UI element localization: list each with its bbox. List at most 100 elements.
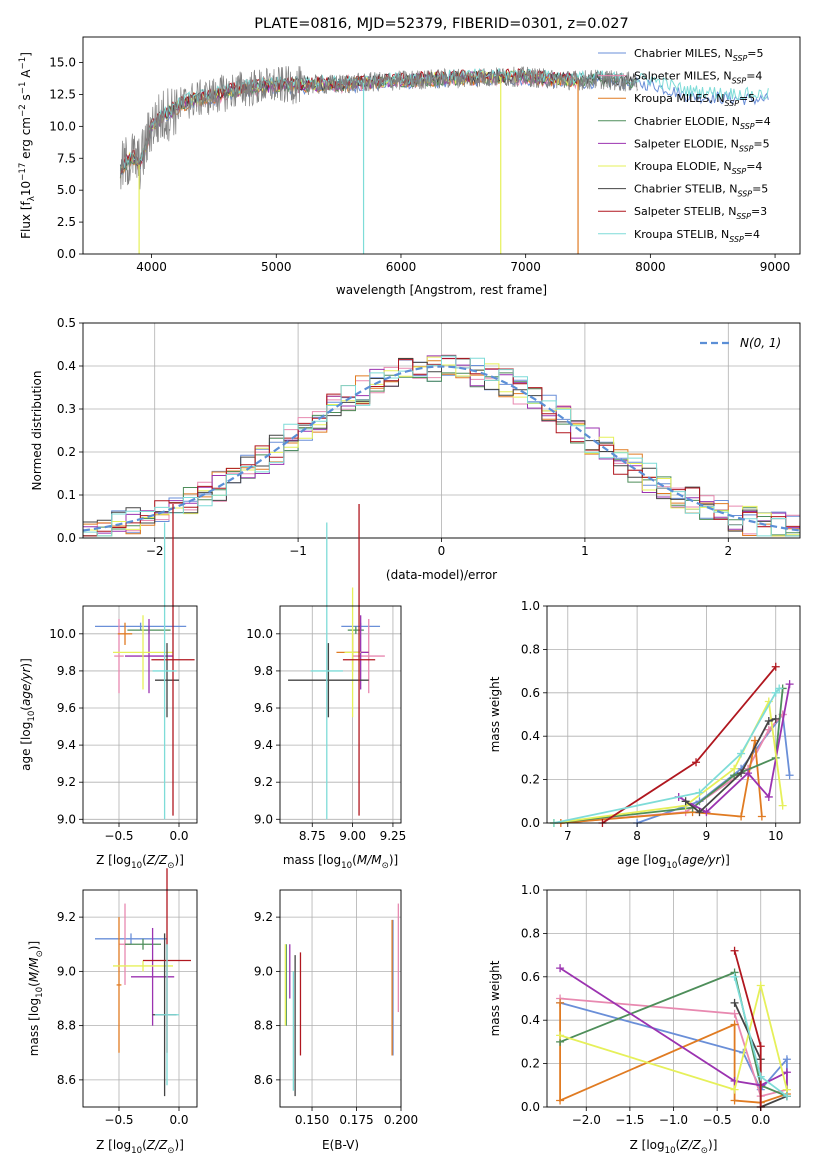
histogram-step [83, 355, 800, 537]
x-tick-label: 0.0 [169, 1113, 188, 1127]
x-tick-label: −0.5 [104, 829, 133, 843]
series-marker [785, 680, 794, 689]
x-tick-label: 8000 [635, 260, 666, 274]
y-tick-label: 9.8 [254, 664, 273, 678]
y-tick-label: 0.6 [521, 686, 540, 700]
x-tick-label: 6000 [386, 260, 417, 274]
histogram-step [83, 355, 800, 537]
x-tick-label: 9000 [760, 260, 791, 274]
series-marker [730, 1096, 739, 1105]
x-tick-label: −0.5 [104, 1113, 133, 1127]
y-tick-label: 8.8 [57, 1019, 76, 1033]
axes-frame [82, 605, 198, 824]
x-tick-label: −2.0 [572, 1113, 601, 1127]
histogram-step [83, 354, 800, 537]
hist-ylabel: Normed distribution [30, 371, 44, 491]
series-marker [737, 812, 746, 821]
x-tick-label: 4000 [136, 260, 167, 274]
spectrum-lines [119, 66, 769, 254]
errorbar-point [347, 626, 364, 634]
y-tick-label: 0.2 [521, 1057, 540, 1071]
errorbar-point [342, 503, 376, 816]
axes-frame [546, 605, 801, 824]
x-tick-label: 7000 [510, 260, 541, 274]
x-tick-label: 9 [703, 829, 711, 843]
x-tick-label: 0.175 [339, 1113, 373, 1127]
series-marker [730, 1085, 739, 1094]
y-tick-label: 10.0 [49, 119, 76, 133]
axes-frame [82, 889, 198, 1108]
x-tick-label: 9.00 [339, 829, 366, 843]
y-tick-label: 5.0 [57, 183, 76, 197]
y-tick-label: 0.2 [521, 773, 540, 787]
series-line [553, 698, 784, 824]
xlabel: Z [log10(Z/Z⊙)] [96, 1138, 184, 1156]
ylabel: mass weight [488, 960, 502, 1036]
panel-massweight_vs_Z: −2.0 −1.5 −1.0 −0.5 0.0 0.0 0.2 0.4 0.6 0.8 1.0 Z [… [488, 883, 801, 1156]
y-tick-label: 0.0 [521, 816, 540, 830]
errorbar-point [113, 615, 173, 690]
x-tick-label: −1.0 [659, 1113, 688, 1127]
series-marker [556, 1031, 565, 1040]
series-marker [756, 1042, 765, 1051]
x-tick-label: 0.150 [295, 1113, 329, 1127]
y-tick-label: 0.0 [521, 1100, 540, 1114]
y-tick-label: 0.1 [57, 488, 76, 502]
errorbar-point [151, 503, 195, 816]
series-marker [692, 758, 701, 767]
y-tick-label: 9.0 [57, 964, 76, 978]
errorbar-point [155, 944, 179, 1086]
errorbar-point [288, 643, 369, 718]
x-tick-label: 5000 [261, 260, 292, 274]
x-tick-label: 1 [581, 544, 589, 558]
xlabel: Z [log10(Z/Z⊙)] [630, 1138, 718, 1156]
x-tick-label: 0.0 [751, 1113, 770, 1127]
y-tick-label: 0.4 [57, 359, 76, 373]
series-marker [782, 1055, 791, 1064]
series-marker [782, 1068, 791, 1077]
errorbar-point [95, 933, 167, 945]
xlabel: mass [log10(M/M⊙)] [283, 853, 398, 871]
y-tick-label: 0.8 [521, 926, 540, 940]
ylabel: age [log10(age/yr)] [19, 658, 37, 771]
histogram-step [83, 356, 800, 537]
y-tick-label: 10.0 [246, 627, 273, 641]
xlabel: E(B-V) [322, 1138, 359, 1152]
x-tick-label: 8 [633, 829, 641, 843]
x-tick-label: 0.200 [384, 1113, 418, 1127]
series-marker [756, 981, 765, 990]
y-tick-label: 8.8 [254, 1019, 273, 1033]
y-tick-label: 9.2 [57, 910, 76, 924]
y-tick-label: 0.5 [57, 316, 76, 330]
errorbar-point [125, 938, 161, 950]
spectrum-model-line [119, 71, 578, 175]
legend-label: Kroupa MILES, NSSP=5 [634, 92, 755, 108]
spectrum-xlabel: wavelength [Angstrom, rest frame] [336, 283, 547, 297]
series-marker [730, 998, 739, 1007]
series-kroupa-stelib [730, 972, 791, 1101]
legend-label: Salpeter MILES, NSSP=4 [634, 70, 762, 86]
y-tick-label: 9.0 [254, 812, 273, 826]
errorbar-point [310, 522, 343, 820]
legend-label: Kroupa STELIB, NSSP=4 [634, 228, 760, 244]
x-tick-label: −2 [146, 544, 164, 558]
spectrum-ylabel: Flux [fλ10−17 erg cm−2 s−1 A−1] [18, 52, 37, 239]
series-marker [730, 972, 739, 981]
series-marker [771, 662, 780, 671]
series-marker [556, 998, 565, 1007]
x-tick-label: 10 [768, 829, 783, 843]
y-tick-label: 10.0 [49, 627, 76, 641]
y-tick-label: 0.0 [57, 247, 76, 261]
y-tick-label: 9.2 [254, 910, 273, 924]
legend-label: Salpeter STELIB, NSSP=3 [634, 205, 767, 221]
series-line [553, 687, 780, 824]
errorbar-point [131, 927, 175, 1026]
x-tick-label: 9.25 [380, 829, 407, 843]
y-tick-label: 1.0 [521, 599, 540, 613]
series-line [560, 997, 788, 1098]
series-marker [771, 714, 780, 723]
y-tick-label: 8.6 [254, 1073, 273, 1087]
y-tick-label: 9.2 [57, 775, 76, 789]
x-tick-label: 2 [724, 544, 732, 558]
